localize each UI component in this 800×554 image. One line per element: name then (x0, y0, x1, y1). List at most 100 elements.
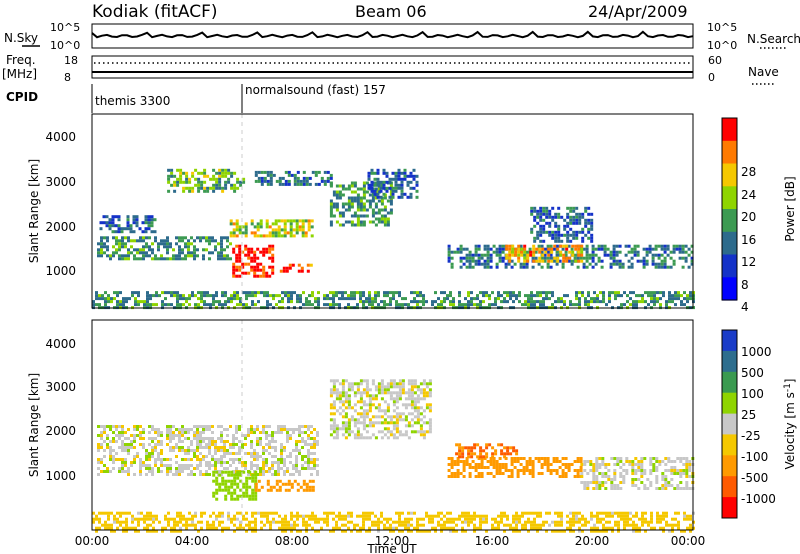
power-cell (350, 190, 354, 194)
velocity-cell (178, 446, 181, 449)
velocity-cell (676, 457, 680, 460)
power-cell (230, 300, 233, 304)
power-cell (356, 217, 360, 221)
velocity-cell (338, 412, 342, 416)
velocity-cell (298, 434, 301, 437)
power-cell (100, 236, 103, 240)
power-cell (230, 297, 233, 301)
velocity-cell (575, 517, 578, 521)
power-cell (353, 223, 357, 227)
power-cell (350, 291, 353, 295)
power-cell (142, 251, 145, 255)
velocity-cell (223, 449, 226, 452)
power-cell (271, 234, 275, 238)
power-cell (142, 257, 145, 261)
power-cell (154, 236, 157, 240)
velocity-cell (196, 458, 199, 461)
velocity-cell (365, 514, 368, 518)
power-cell (111, 218, 115, 222)
power-cell (356, 220, 360, 224)
power-cell (566, 230, 570, 234)
velocity-tick-1000: 1000 (741, 345, 772, 359)
velocity-cell (389, 433, 393, 437)
velocity-cell (465, 457, 469, 460)
velocity-cell (401, 529, 404, 533)
velocity-cell (596, 520, 599, 524)
power-cell (300, 266, 304, 270)
power-cell (566, 206, 570, 210)
power-cell (268, 231, 272, 235)
velocity-cell (632, 523, 635, 527)
velocity-cell (638, 526, 641, 530)
power-cell (130, 251, 133, 255)
power-cell (570, 262, 574, 266)
power-cell (191, 189, 195, 193)
velocity-cell (455, 443, 459, 447)
power-cell (203, 180, 207, 184)
velocity-cell (149, 517, 152, 521)
power-cell (572, 221, 576, 225)
power-cell (401, 303, 404, 307)
velocity-cell (151, 470, 154, 473)
power-cell (181, 251, 184, 255)
power-cell (341, 187, 345, 191)
velocity-cell (383, 391, 387, 395)
velocity-cell (680, 529, 683, 533)
power-cell (367, 186, 371, 190)
power-cell (220, 254, 223, 258)
power-cell (124, 257, 127, 261)
power-cell (539, 206, 543, 210)
power-cell (248, 291, 251, 295)
power-cell (532, 247, 536, 251)
velocity-cell (347, 514, 350, 518)
power-cell (268, 244, 272, 248)
velocity-cell (610, 484, 614, 487)
velocity-cell (404, 520, 407, 524)
power-cell (573, 253, 577, 257)
power-cell (187, 239, 190, 243)
velocity-cell (109, 440, 112, 443)
velocity-cell (377, 529, 380, 533)
velocity-cell (564, 466, 568, 469)
power-cell (147, 221, 151, 225)
power-cell (412, 174, 416, 178)
power-cell (129, 227, 133, 231)
velocity-cell (674, 511, 677, 515)
velocity-cell (464, 511, 467, 515)
power-cell (389, 193, 393, 197)
power-cell (561, 262, 565, 266)
velocity-cell (494, 517, 497, 521)
power-cell (545, 215, 549, 219)
power-cell (388, 195, 392, 199)
velocity-cell (410, 430, 414, 434)
velocity-cell (140, 517, 143, 521)
velocity-cell (251, 479, 255, 483)
velocity-cell (190, 443, 193, 446)
power-cell (376, 180, 380, 184)
velocity-cell (589, 469, 593, 472)
velocity-cell (115, 425, 118, 428)
power-cell (370, 183, 374, 187)
power-cell (488, 303, 491, 307)
velocity-cell (503, 529, 506, 533)
velocity-cell (341, 514, 344, 518)
velocity-cell (656, 520, 659, 524)
velocity-cell (491, 523, 494, 527)
velocity-cell (625, 460, 629, 463)
power-cell (491, 291, 494, 295)
velocity-cell (227, 488, 231, 492)
power-cell (109, 257, 112, 261)
velocity-cell (266, 517, 269, 521)
power-cell (505, 244, 509, 248)
velocity-cell (179, 520, 182, 524)
velocity-cell (425, 394, 429, 398)
velocity-cell (281, 529, 284, 533)
velocity-cell (688, 466, 692, 469)
velocity-cell (109, 425, 112, 428)
power-cell (638, 300, 641, 304)
power-cell (374, 187, 378, 191)
velocity-cell (145, 473, 148, 476)
power-cell (618, 265, 622, 269)
power-cell (657, 265, 661, 269)
velocity-cell (254, 523, 257, 527)
